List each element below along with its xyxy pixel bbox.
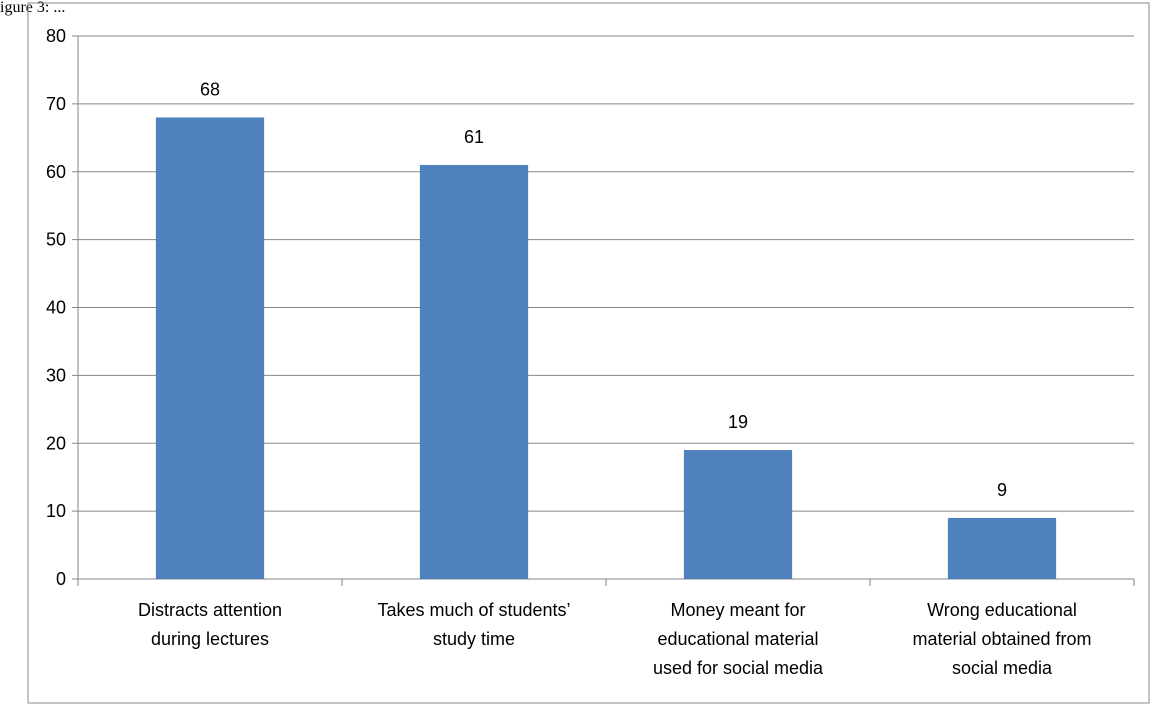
y-axis-tick-labels: 0 10 20 30 40 50 60 70 80 bbox=[46, 26, 66, 589]
x-category-label-line: social media bbox=[952, 658, 1053, 678]
x-category-label-line: Wrong educational bbox=[927, 600, 1077, 620]
chart-area-border bbox=[27, 2, 1150, 704]
y-tick-label: 40 bbox=[46, 298, 66, 318]
y-tick-label: 60 bbox=[46, 162, 66, 182]
x-category-label: Money meant for educational material used … bbox=[653, 600, 824, 678]
y-tick-label: 20 bbox=[46, 433, 66, 453]
x-category-label: Wrong educational material obtained from s… bbox=[912, 600, 1091, 678]
x-category-label-line: educational material bbox=[657, 629, 818, 649]
bar-data-label: 19 bbox=[728, 412, 748, 432]
x-category-label-line: Distracts attention bbox=[138, 600, 282, 620]
caption-fragment: igure 3: ... bbox=[0, 0, 65, 16]
y-tick-label: 50 bbox=[46, 230, 66, 250]
x-category-label-line: used for social media bbox=[653, 658, 824, 678]
y-tick-label: 80 bbox=[46, 26, 66, 46]
x-axis-category-labels: Distracts attention during lectures Takes … bbox=[138, 600, 1092, 678]
x-category-label-line: Money meant for bbox=[670, 600, 805, 620]
bar-data-label: 9 bbox=[997, 480, 1007, 500]
x-category-label: Distracts attention during lectures bbox=[138, 600, 282, 649]
bar-data-label: 68 bbox=[200, 79, 220, 99]
bar bbox=[683, 450, 793, 579]
x-category-label: Takes much of students’ study time bbox=[377, 600, 570, 649]
x-category-label-line: during lectures bbox=[151, 629, 269, 649]
x-category-label-line: Takes much of students’ bbox=[377, 600, 570, 620]
x-category-label-line: material obtained from bbox=[912, 629, 1091, 649]
bar bbox=[419, 164, 529, 579]
bar bbox=[155, 117, 265, 579]
y-tick-label: 30 bbox=[46, 365, 66, 385]
y-tick-label: 70 bbox=[46, 94, 66, 114]
y-tick-label: 0 bbox=[56, 569, 66, 589]
y-tick-label: 10 bbox=[46, 501, 66, 521]
bars bbox=[155, 117, 1057, 579]
bar bbox=[947, 517, 1057, 579]
data-labels: 68 61 19 9 bbox=[200, 79, 1007, 499]
x-category-label-line: study time bbox=[433, 629, 515, 649]
bar-data-label: 61 bbox=[464, 127, 484, 147]
